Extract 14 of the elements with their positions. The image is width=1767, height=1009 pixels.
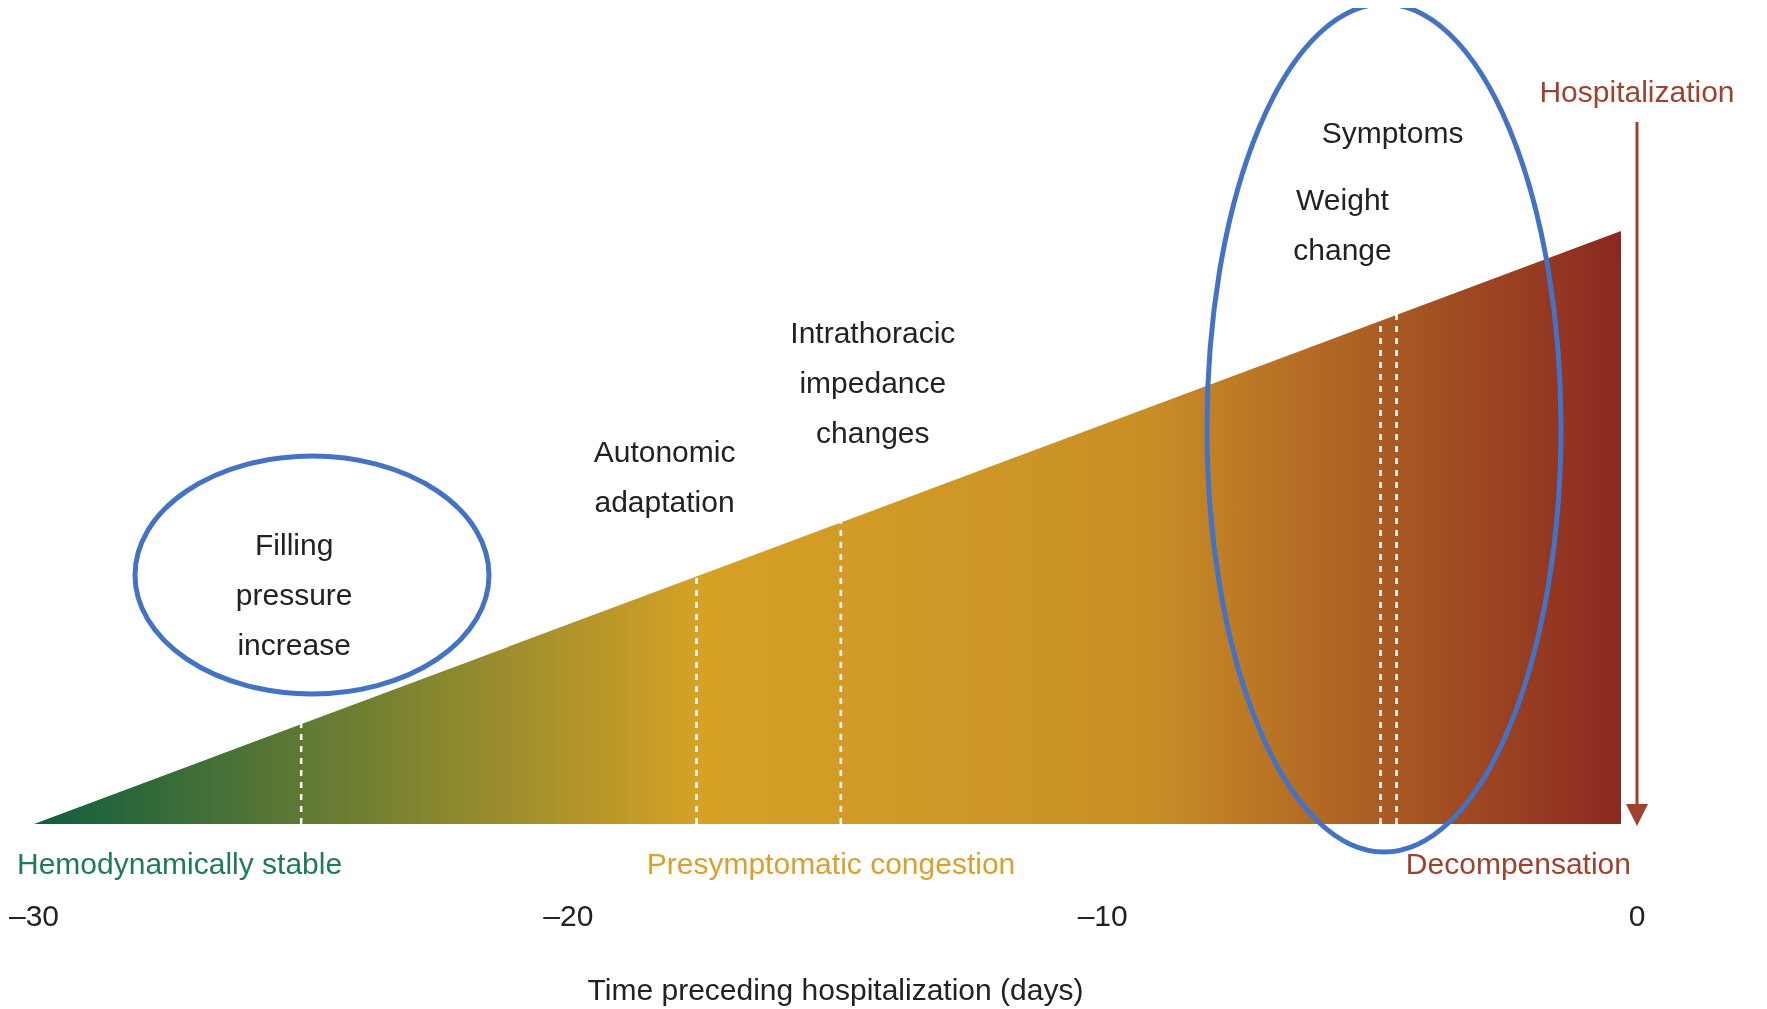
x-tick-label: –20 [543,899,594,932]
x-axis-title: Time preceding hospitalization (days) [587,973,1084,1006]
ref-line-label: Intrathoracic impedance changes [790,316,956,449]
text: Hemodynamically stable [17,847,343,880]
ref-line-label: Weight change [1293,183,1392,266]
x-tick-label: –30 [8,899,60,932]
text: Presymptomatic congestion [646,847,1016,880]
text: Decompensation [1405,847,1631,880]
x-tick-label: –10 [1077,899,1128,932]
ref-line-label: Filling pressure increase [235,528,353,661]
x-tick-label: 0 [1628,899,1646,932]
ref-line-label: Autonomic adaptation [593,435,736,518]
ref-line-label: Hospitalization [1539,75,1735,108]
ref-line-label: Symptoms [1321,116,1464,149]
